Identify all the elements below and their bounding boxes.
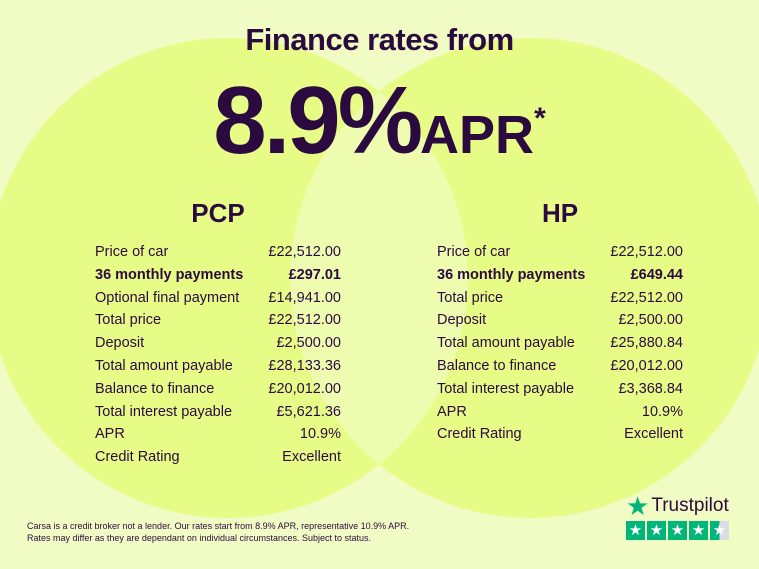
row-label: APR [437, 403, 467, 420]
row-label: Optional final payment [95, 289, 240, 306]
row-label: Credit Rating [437, 426, 522, 443]
row-value: £20,012.00 [610, 357, 683, 374]
row-value: Excellent [624, 426, 683, 443]
trustpilot-rating: ★ ★ ★ ★ ★ [626, 521, 729, 540]
rate-display: 8.9%APR* [0, 66, 759, 176]
pcp-title: PCP [191, 198, 245, 228]
row-label: Balance to finance [437, 357, 557, 374]
table-row: Credit Rating Excellent [437, 423, 683, 446]
hp-title: HP [541, 198, 579, 228]
table-row: Deposit £2,500.00 [95, 332, 341, 355]
row-value: £20,012.00 [268, 380, 341, 397]
row-value: 10.9% [299, 426, 341, 443]
row-label: Balance to finance [95, 380, 215, 397]
headline: Finance rates from [245, 22, 514, 57]
table-row: Total amount payable £25,880.84 [437, 332, 683, 355]
row-value: £2,500.00 [618, 312, 683, 329]
table-row: 36 monthly payments £297.01 [95, 264, 341, 287]
row-label: Total amount payable [95, 357, 233, 374]
table-row: Balance to finance £20,012.00 [437, 355, 683, 378]
rate-value: 8.9% [213, 67, 423, 174]
rating-star-icon: ★ [710, 521, 729, 540]
row-label: Total interest payable [437, 380, 575, 397]
table-row: Total price £22,512.00 [95, 309, 341, 332]
row-value: £28,133.36 [268, 357, 341, 374]
table-row: Total amount payable £28,133.36 [95, 355, 341, 378]
rating-star-icon: ★ [668, 521, 687, 540]
hp-table: HP Price of car £22,512.00 36 monthly paym… [437, 198, 683, 446]
table-row: APR 10.9% [437, 401, 683, 424]
table-row: Total price £22,512.00 [437, 287, 683, 310]
row-label: Total price [95, 312, 162, 329]
table-row: Price of car £22,512.00 [437, 241, 683, 264]
table-row: Credit Rating Excellent [95, 446, 341, 469]
rating-star-icon: ★ [689, 521, 708, 540]
row-label: Price of car [437, 244, 511, 260]
table-row: Total interest payable £5,621.36 [95, 401, 341, 424]
row-value: £22,512.00 [610, 289, 683, 306]
rate-suffix: APR* [420, 102, 546, 165]
row-label: APR [95, 426, 125, 443]
row-label: Deposit [437, 312, 487, 329]
table-row: Balance to finance £20,012.00 [95, 378, 341, 401]
trustpilot-logo: ★ Trustpilot [626, 491, 729, 521]
row-label: Deposit [95, 335, 145, 352]
row-value: £649.44 [630, 266, 683, 283]
disclaimer-line: Rates may differ as they are dependant o… [27, 533, 372, 543]
row-label: Total amount payable [437, 335, 575, 352]
row-label: Total price [437, 289, 504, 306]
row-value: £14,941.00 [268, 289, 341, 306]
star-icon: ★ [626, 491, 650, 521]
rating-star-icon: ★ [626, 521, 645, 540]
row-value: £2,500.00 [276, 335, 341, 352]
table-row: APR 10.9% [95, 423, 341, 446]
row-value: £22,512.00 [268, 244, 341, 260]
disclaimer-line: Carsa is a credit broker not a lender. O… [27, 521, 410, 531]
rating-star-icon: ★ [647, 521, 666, 540]
trustpilot-badge: ★ Trustpilot ★ ★ ★ ★ ★ [626, 491, 729, 540]
table-row: Deposit £2,500.00 [437, 309, 683, 332]
table-row: Price of car £22,512.00 [95, 241, 341, 264]
row-value: Excellent [282, 449, 341, 466]
row-value: £22,512.00 [610, 244, 683, 260]
table-row: Optional final payment £14,941.00 [95, 287, 341, 310]
row-label: 36 monthly payments [95, 266, 244, 283]
row-value: £297.01 [288, 266, 341, 283]
pcp-table: PCP Price of car £22,512.00 36 monthly pay… [95, 198, 341, 469]
table-row: 36 monthly payments £649.44 [437, 264, 683, 287]
row-label: Credit Rating [95, 449, 180, 466]
row-value: 10.9% [641, 403, 683, 420]
disclaimer: Carsa is a credit broker not a lender. O… [27, 520, 409, 544]
row-label: Price of car [95, 244, 169, 260]
row-value: £25,880.84 [610, 335, 683, 352]
row-value: £3,368.84 [618, 380, 683, 397]
row-label: Total interest payable [95, 403, 233, 420]
row-value: £22,512.00 [268, 312, 341, 329]
table-row: Total interest payable £3,368.84 [437, 378, 683, 401]
row-value: £5,621.36 [276, 403, 341, 420]
circle-overlap [290, 38, 759, 518]
row-label: 36 monthly payments [437, 266, 586, 283]
